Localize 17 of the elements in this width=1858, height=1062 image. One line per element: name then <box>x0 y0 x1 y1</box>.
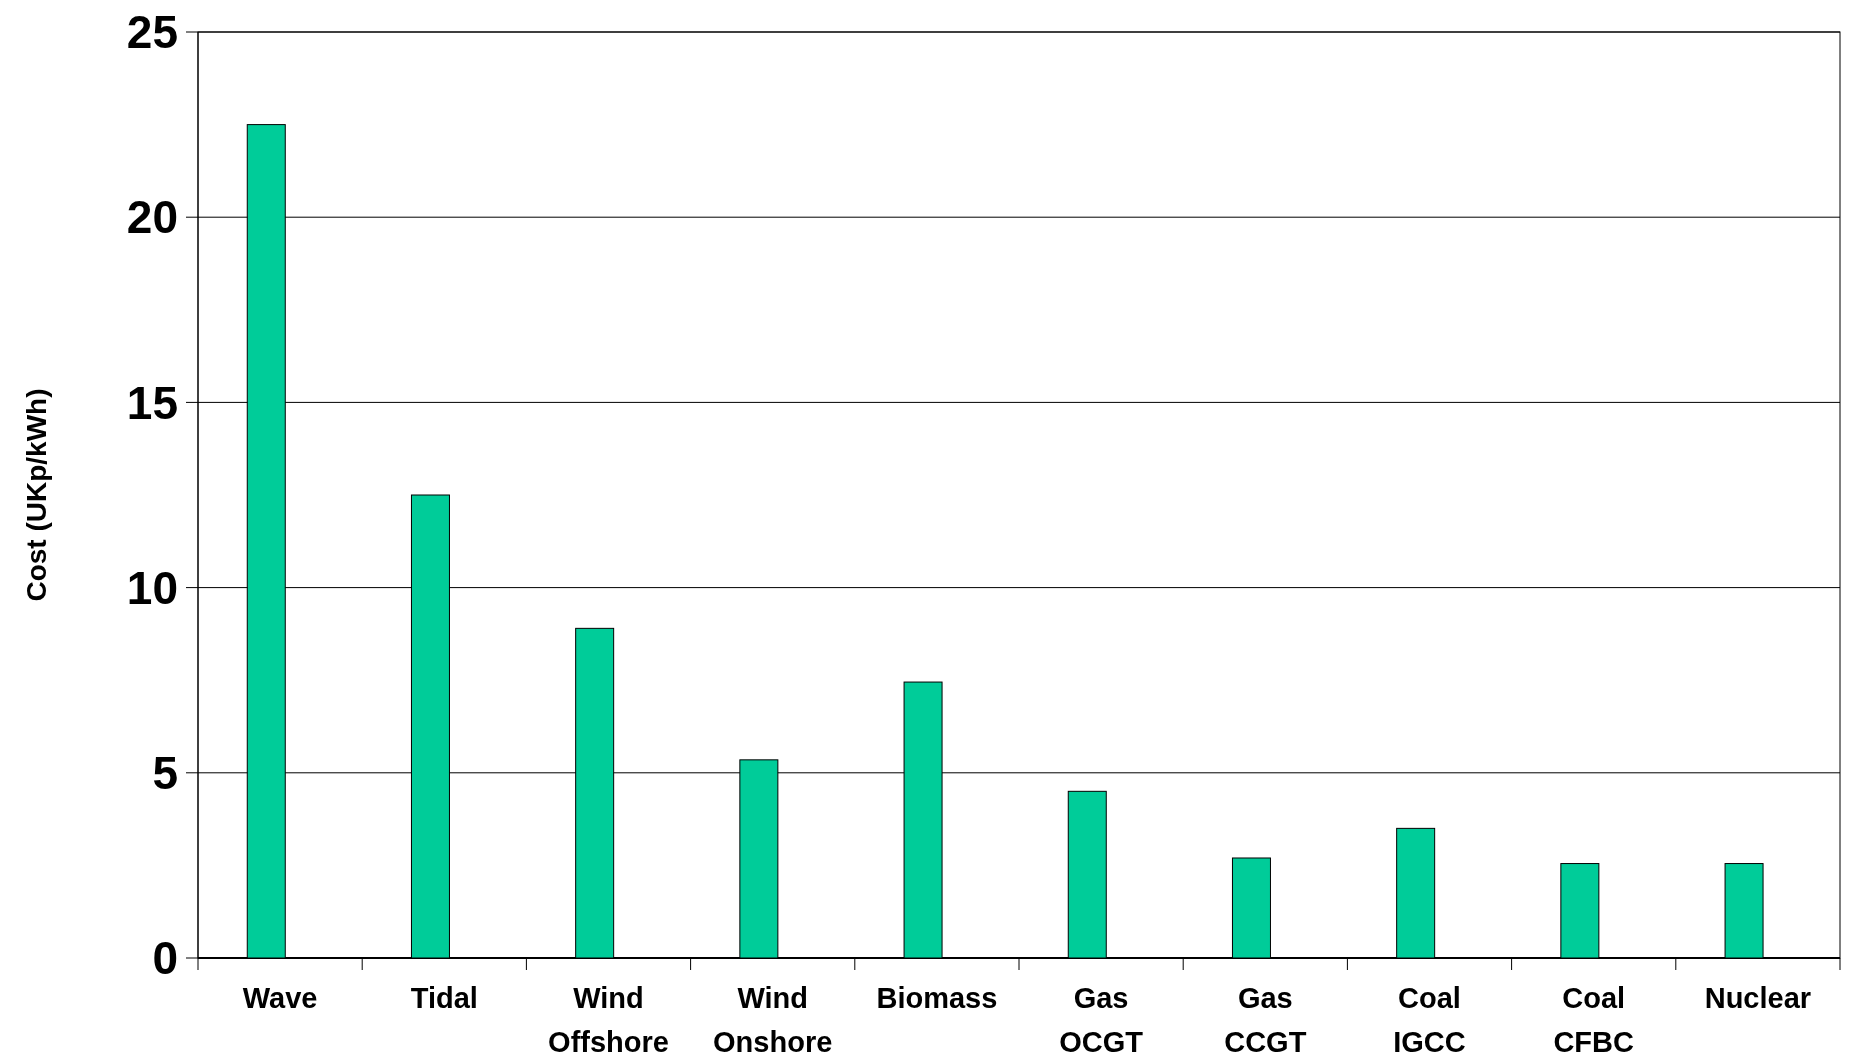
x-tick-label: Wave <box>242 982 318 1014</box>
y-tick-label: 20 <box>126 191 178 244</box>
y-tick-label: 0 <box>152 932 178 985</box>
x-tick-label: Wind Offshore <box>548 982 669 1058</box>
x-tick-label: Tidal <box>410 982 478 1014</box>
y-tick-label: 10 <box>126 561 178 614</box>
y-tick-label: 5 <box>152 746 178 799</box>
x-tick-label: Coal CFBC <box>1553 982 1635 1058</box>
x-tick-label: Gas OCGT <box>1059 982 1144 1058</box>
y-tick-label: 15 <box>126 376 178 429</box>
x-tick-label: Biomass <box>876 982 998 1014</box>
x-tick-label: Coal IGCC <box>1393 982 1466 1058</box>
x-tick-label: Gas CCGT <box>1224 982 1307 1058</box>
y-tick-label: 25 <box>126 6 178 59</box>
x-tick-label: Nuclear <box>1704 982 1812 1014</box>
x-tick-label: Wind Onshore <box>713 982 833 1058</box>
y-axis-title: Cost (UKp/kWh) <box>21 388 52 602</box>
